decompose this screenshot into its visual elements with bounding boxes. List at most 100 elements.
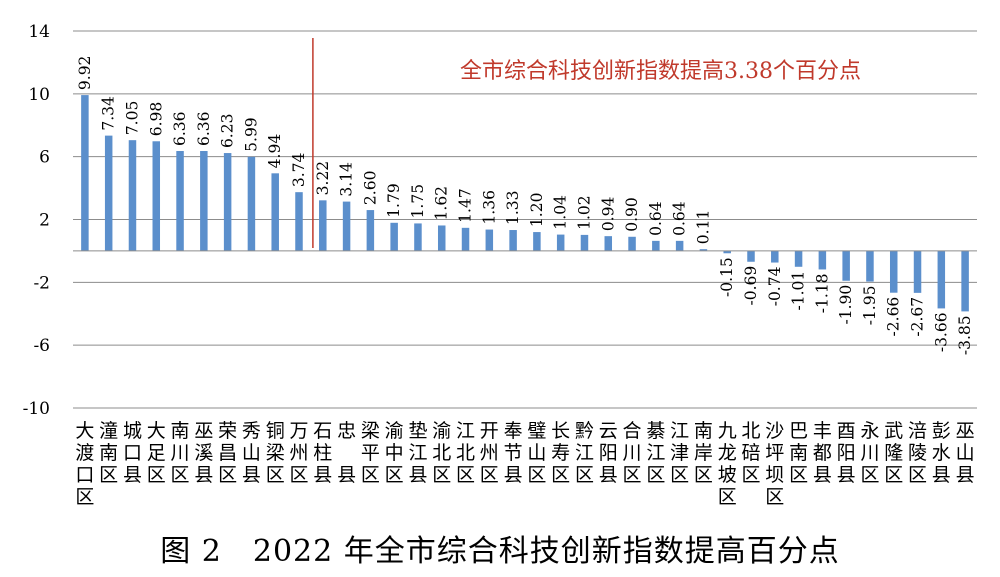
- category-labels: 大渡口区潼南区城口县大足区南川区巫溪县荣昌区秀山县铜梁区万州区石柱县忠县梁平区渝…: [75, 420, 974, 508]
- category-label: 县: [408, 464, 427, 486]
- value-label: 6.23: [219, 114, 237, 149]
- category-label: 区: [789, 464, 808, 486]
- category-label: 北: [456, 442, 475, 464]
- y-tick-label: -6: [33, 336, 50, 356]
- category-label: 中: [385, 442, 404, 464]
- category-label: 区: [670, 464, 689, 486]
- category-label: 区: [171, 464, 190, 486]
- category-label: 万: [289, 420, 308, 442]
- category-label: 州: [289, 442, 308, 464]
- category-label: 区: [908, 464, 927, 486]
- chart-annotation: 全市综合科技创新指数提高3.38个百分点: [460, 59, 861, 84]
- value-label: 4.94: [266, 134, 284, 169]
- bar: [866, 250, 874, 282]
- category-label: 口: [75, 464, 94, 486]
- y-tick-label: 14: [28, 22, 50, 42]
- category-label: 区: [694, 464, 713, 486]
- bar: [723, 250, 731, 254]
- category-label: 北: [432, 442, 451, 464]
- category-label: 区: [623, 464, 642, 486]
- category-label: 坡: [718, 464, 737, 486]
- category-label: 开: [480, 420, 499, 442]
- category-label: 区: [99, 464, 118, 486]
- value-label: 6.36: [171, 111, 189, 146]
- category-label: 潼: [99, 420, 118, 442]
- category-label: 阳: [599, 442, 618, 464]
- value-label: 7.34: [100, 96, 118, 131]
- value-label: 1.20: [528, 193, 546, 228]
- bar: [390, 222, 398, 251]
- category-label: 南: [789, 442, 808, 464]
- category-label: 县: [956, 464, 975, 486]
- bar: [81, 95, 89, 251]
- bar: [509, 230, 517, 251]
- category-label: 垫: [408, 420, 427, 442]
- category-label: 巴: [789, 420, 808, 442]
- bar: [699, 249, 708, 251]
- category-label: 县: [194, 464, 213, 486]
- bar: [223, 153, 232, 251]
- value-label: 1.04: [552, 195, 570, 230]
- category-label: 江: [575, 442, 594, 464]
- category-label: 巫: [194, 420, 213, 442]
- value-label: 1.47: [457, 188, 475, 223]
- category-label: 区: [361, 464, 380, 486]
- category-label: 县: [837, 464, 856, 486]
- bar: [437, 225, 446, 251]
- bar: [652, 240, 660, 251]
- category-label: 口: [123, 442, 142, 464]
- bar: [128, 140, 137, 251]
- category-label: 梁: [266, 442, 285, 464]
- category-label: 都: [813, 442, 832, 464]
- category-label: 铜: [266, 420, 285, 442]
- bar: [247, 156, 256, 251]
- y-tick-label: -2: [33, 273, 50, 293]
- category-label: 县: [813, 464, 832, 486]
- category-label: 昌: [218, 442, 237, 464]
- category-label: 南: [171, 420, 190, 442]
- category-label: 坝: [765, 464, 784, 486]
- category-label: 武: [884, 420, 903, 442]
- category-label: 县: [313, 464, 332, 486]
- bar: [628, 236, 636, 251]
- category-label: 云: [599, 420, 618, 442]
- category-label: 荣: [218, 420, 237, 442]
- category-label: 区: [718, 486, 737, 508]
- value-labels: 9.92 7.34 7.05 6.98 6.36 6.36 6.23 5.99 4.94 3.74…: [76, 56, 974, 356]
- value-label: -0.74: [766, 266, 784, 306]
- bar: [461, 227, 470, 251]
- bar: [366, 210, 375, 251]
- category-label: 区: [147, 464, 166, 486]
- grid-lines: [73, 30, 977, 409]
- y-axis-ticks: 14 10 6 2 -2 -6 -10: [23, 22, 50, 419]
- bar: [818, 250, 827, 270]
- value-label: 9.92: [76, 56, 94, 91]
- value-label: 5.99: [242, 117, 260, 152]
- category-label: 区: [432, 464, 451, 486]
- category-label: 县: [337, 464, 356, 486]
- bar: [342, 201, 351, 251]
- value-label: -3.85: [956, 315, 974, 355]
- bar: [556, 234, 565, 251]
- value-label: 1.36: [480, 190, 498, 225]
- category-label: 璧: [527, 420, 546, 442]
- bar: [200, 151, 208, 251]
- category-label: 溪: [194, 442, 213, 464]
- category-label: 城: [123, 420, 142, 442]
- category-label: 县: [123, 464, 142, 486]
- category-label: 龙: [718, 442, 737, 464]
- value-label: 3.74: [290, 153, 308, 188]
- bar: [842, 250, 850, 281]
- value-label: 2.60: [361, 171, 379, 206]
- category-label: 彭: [932, 420, 951, 442]
- category-label: 区: [527, 464, 546, 486]
- value-label: 0.64: [647, 201, 665, 236]
- category-label: 州: [480, 442, 499, 464]
- category-label: 区: [575, 464, 594, 486]
- bar: [485, 229, 494, 251]
- value-label: -2.67: [909, 297, 927, 337]
- category-label: 渡: [75, 442, 94, 464]
- value-label: -0.69: [742, 266, 760, 306]
- value-label: 3.22: [314, 161, 332, 196]
- category-label: 山: [242, 442, 261, 464]
